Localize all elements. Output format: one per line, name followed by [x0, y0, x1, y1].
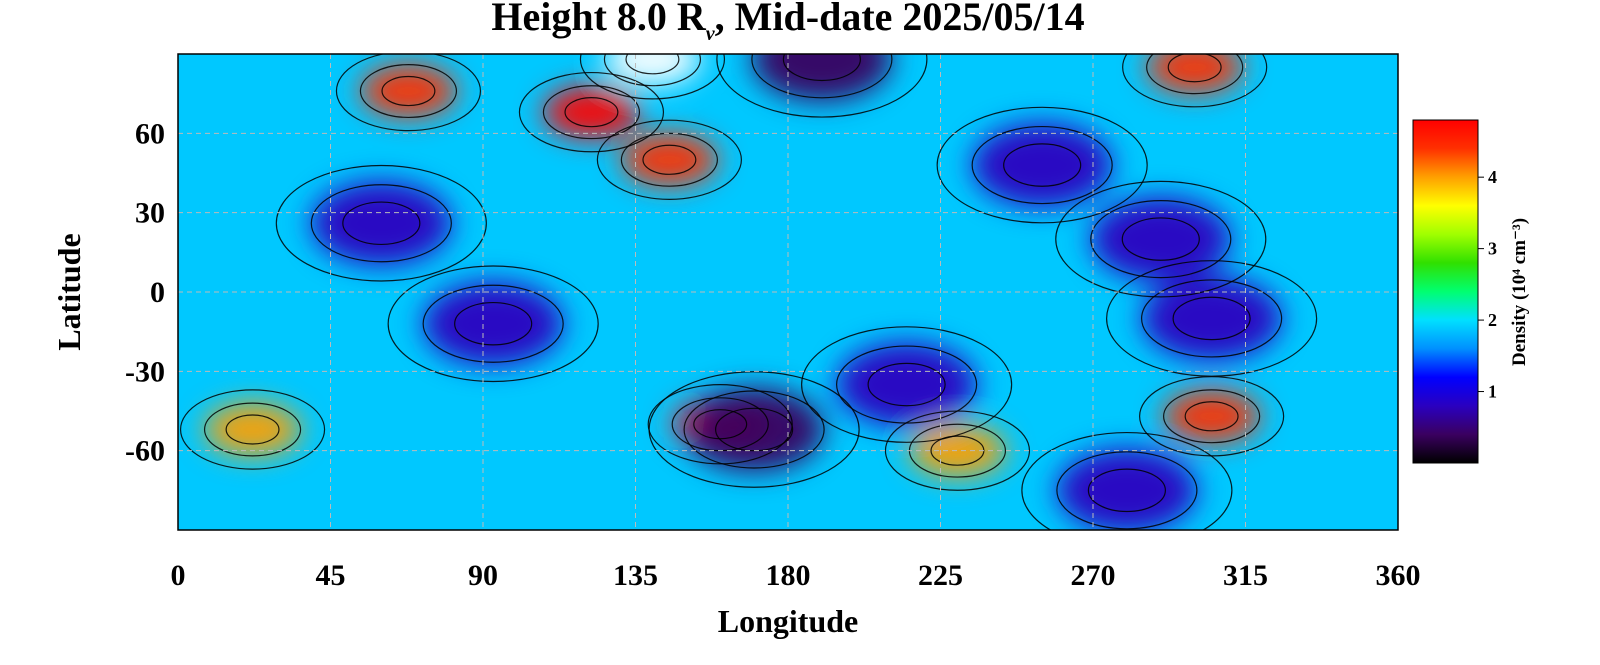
contour-6-1 — [203, 402, 302, 457]
density-feature-14 — [1090, 197, 1231, 282]
contour-17-1 — [751, 54, 893, 99]
contour-0-1 — [542, 85, 641, 140]
density-feature-6 — [204, 403, 301, 456]
x-axis-ticks: 0 45 90 135 180 225 270 315 360 — [171, 559, 1421, 592]
contour-lines — [179, 54, 1318, 530]
density-feature-7 — [909, 424, 1006, 477]
colorbar-label: Density (10⁴ cm⁻³) — [1509, 218, 1530, 366]
x-axis-label: Longitude — [718, 603, 858, 639]
heat-blobs — [204, 54, 1282, 530]
contour-8-1 — [310, 184, 452, 263]
contour-12-2 — [1106, 260, 1318, 377]
contour-9-0 — [454, 301, 533, 346]
contour-16-2 — [579, 54, 726, 100]
x-tick-label: 0 — [171, 559, 186, 592]
density-feature-12 — [1141, 276, 1282, 361]
contour-9-1 — [422, 284, 564, 363]
density-feature-17 — [751, 54, 892, 102]
contour-11-1 — [1056, 451, 1198, 530]
contour-4-0 — [1167, 54, 1222, 83]
contour-10-2 — [801, 326, 1013, 443]
density-feature-8 — [311, 181, 452, 266]
contour-13-2 — [936, 106, 1148, 224]
density-feature-2 — [1163, 390, 1260, 443]
y-axis-ticks: 60 30 0 -30 -60 — [125, 117, 165, 467]
contour-13-1 — [971, 125, 1113, 205]
contour-6-0 — [225, 414, 280, 445]
chart-title: Height 8.0 Rν, Mid-date 2025/05/14 — [491, 0, 1084, 45]
density-feature-0 — [543, 86, 640, 139]
contour-13-0 — [1003, 143, 1082, 187]
heatmap-field — [204, 54, 1282, 530]
x-tick-label: 315 — [1223, 559, 1268, 592]
chart-title-prefix: Height 8.0 R — [491, 0, 707, 39]
density-feature-13 — [972, 123, 1113, 208]
contour-1-0 — [693, 409, 748, 440]
x-tick-label: 225 — [918, 559, 963, 592]
x-tick-label: 360 — [1376, 559, 1421, 592]
grid-lines — [178, 54, 1398, 530]
contour-4-1 — [1146, 54, 1244, 95]
contour-14-0 — [1121, 217, 1200, 261]
y-tick-label: 60 — [135, 117, 165, 150]
y-tick-label: 30 — [135, 197, 165, 230]
y-axis-label: Latitude — [51, 233, 87, 350]
contour-5-0 — [642, 144, 697, 175]
contour-12-0 — [1172, 296, 1251, 341]
colorbar-tick-label: 3 — [1488, 239, 1497, 259]
contour-3-1 — [359, 64, 458, 119]
colorbar-ticks: 1 2 3 4 — [1478, 167, 1497, 402]
density-feature-5 — [621, 133, 718, 186]
density-feature-4 — [1146, 54, 1243, 94]
density-feature-3 — [360, 65, 457, 118]
contour-0-2 — [518, 71, 665, 153]
x-tick-label: 180 — [766, 559, 811, 592]
contour-4-2 — [1122, 54, 1268, 108]
y-tick-label: 0 — [150, 276, 165, 309]
contour-8-2 — [275, 164, 487, 282]
contour-5-1 — [620, 132, 718, 187]
x-tick-label: 135 — [613, 559, 658, 592]
contour-11-0 — [1087, 468, 1166, 513]
plot-frame — [177, 53, 1399, 531]
y-tick-label: -30 — [125, 355, 165, 388]
colorbar-tick-label: 2 — [1488, 310, 1497, 330]
contour-3-0 — [381, 75, 436, 107]
colorbar-tick-label: 4 — [1488, 167, 1497, 187]
contour-16-1 — [603, 54, 702, 87]
contour-0-0 — [564, 97, 619, 128]
contour-8-0 — [342, 201, 421, 246]
contour-11-2 — [1021, 432, 1233, 530]
contour-12-1 — [1141, 279, 1283, 358]
chart-title-subscript: ν — [706, 23, 716, 45]
chart-title-suffix: , Mid-date 2025/05/14 — [715, 0, 1085, 39]
contour-10-1 — [836, 345, 978, 424]
contour-2-1 — [1163, 389, 1261, 444]
density-feature-16 — [604, 54, 701, 86]
contour-6-2 — [179, 389, 326, 470]
contour-17-0 — [782, 54, 861, 82]
colorbar — [1412, 119, 1479, 464]
density-feature-9 — [423, 281, 564, 366]
contour-2-0 — [1184, 401, 1239, 432]
y-tick-label: -60 — [125, 435, 165, 468]
contour-9-2 — [387, 265, 599, 383]
contour-17-2 — [716, 54, 928, 118]
colorbar-tick-label: 1 — [1488, 382, 1497, 402]
contour-16-0 — [625, 54, 680, 75]
density-feature-10 — [836, 342, 977, 427]
contour-14-2 — [1055, 180, 1267, 298]
x-tick-label: 90 — [468, 559, 498, 592]
contour-5-2 — [596, 119, 742, 200]
x-tick-label: 270 — [1071, 559, 1116, 592]
contour-14-1 — [1090, 200, 1232, 279]
contour-10-0 — [867, 362, 946, 407]
density-feature-11 — [1056, 448, 1197, 530]
contour-3-2 — [335, 54, 482, 132]
contour-15-1 — [683, 390, 825, 469]
x-tick-label: 45 — [316, 559, 346, 592]
